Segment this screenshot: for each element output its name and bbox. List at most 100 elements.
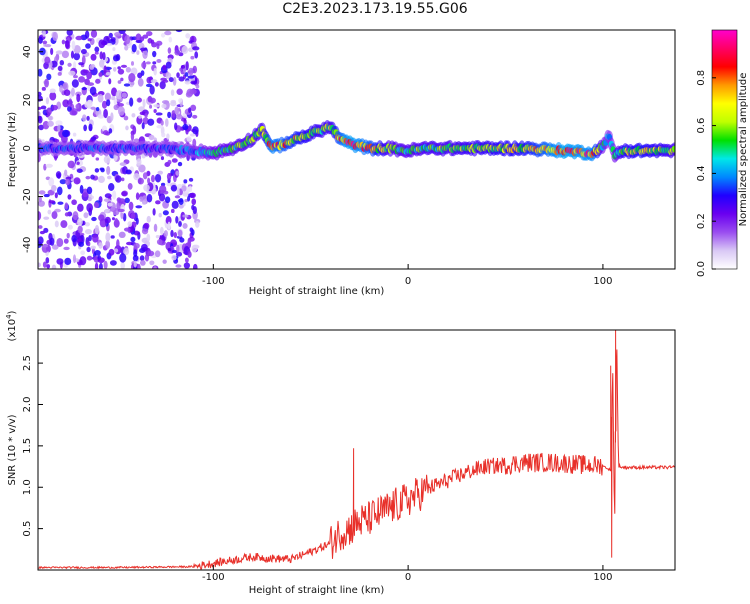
noise-blob [73,177,81,185]
noise-blob [75,35,83,41]
noise-blob [38,106,42,111]
noise-blob [76,161,80,165]
noise-blob [170,229,174,238]
noise-blob [46,73,52,81]
noise-blob [178,221,182,227]
noise-blob [116,197,122,203]
noise-blob [44,78,49,88]
noise-blob [54,138,60,143]
noise-blob [137,177,144,185]
noise-blob [156,238,163,245]
noise-blob [184,257,189,263]
y-tick-label: -20 [22,188,33,204]
noise-blob [156,59,162,63]
noise-blob [149,97,156,104]
noise-blob [90,245,96,250]
noise-blob [191,244,198,253]
noise-blob [57,124,61,133]
noise-blob [171,200,179,209]
noise-blob [123,83,131,87]
y-tick-label: 0 [22,145,33,151]
colorbar-tick-label: 0.6 [696,118,707,134]
noise-blob [72,254,77,264]
noise-blob [190,80,198,85]
noise-blob [191,198,197,206]
noise-blob [123,227,131,232]
noise-blob [90,30,98,38]
noise-blob [184,72,189,77]
noise-blob [162,259,167,264]
noise-blob [77,217,83,226]
noise-blob [105,71,111,76]
noise-blob [85,175,91,180]
noise-blob [68,70,76,76]
noise-blob [174,195,181,199]
noise-blob [62,129,70,138]
noise-blob [130,236,136,243]
noise-blob [112,55,120,62]
noise-blob [87,99,93,108]
noise-blob [52,31,58,41]
noise-blob [117,80,122,84]
y-tick-label: 1.0 [22,479,33,495]
noise-blob [109,260,117,266]
noise-blob [146,31,153,37]
noise-blob [71,234,77,243]
x-tick-label: 100 [593,572,612,583]
noise-blob [104,92,111,102]
noise-blob [159,226,164,236]
x-tick-label: -100 [202,572,225,583]
noise-blob [83,212,89,219]
noise-blob [173,231,178,239]
noise-blob [117,68,125,75]
noise-blob [164,196,171,204]
noise-blob [123,247,130,256]
noise-blob [87,85,91,92]
noise-blob [147,177,151,184]
noise-blob [118,231,126,239]
noise-blob [112,190,117,200]
noise-blob [62,99,70,108]
colorbar [711,29,738,270]
noise-blob [110,235,115,239]
noise-blob [189,192,196,199]
noise-blob [42,30,46,37]
noise-blob [163,230,168,237]
noise-blob [71,40,76,50]
noise-blob [56,237,64,247]
noise-blob [110,37,116,42]
noise-blob [46,107,52,116]
noise-blob [194,51,199,59]
noise-blob [146,193,153,203]
noise-blob [186,136,192,142]
noise-blob [94,262,99,269]
noise-blob [120,262,126,269]
noise-blob [98,175,105,184]
noise-blob [45,97,50,105]
noise-blob [164,118,169,127]
noise-blob [155,112,163,116]
noise-blob [89,64,95,70]
noise-blob [55,171,62,179]
noise-blob [86,82,95,86]
noise-blob [120,64,128,68]
noise-blob [98,262,103,269]
noise-blob [55,120,63,126]
noise-blob [38,262,41,268]
noise-blob [164,30,172,36]
noise-blob [51,211,58,220]
noise-blob [60,220,68,229]
ridge-core [671,145,675,153]
colorbar-tick-label: 0.2 [696,213,707,229]
noise-blob [136,50,140,55]
noise-blob [156,43,160,50]
noise-blob [191,204,195,211]
noise-blob [41,86,46,91]
noise-blob [51,104,58,111]
noise-blob [192,263,198,269]
noise-blob [154,82,159,87]
noise-blob [98,242,103,249]
noise-blob [160,156,165,161]
noise-blob [103,155,111,164]
noise-blob [114,32,122,37]
